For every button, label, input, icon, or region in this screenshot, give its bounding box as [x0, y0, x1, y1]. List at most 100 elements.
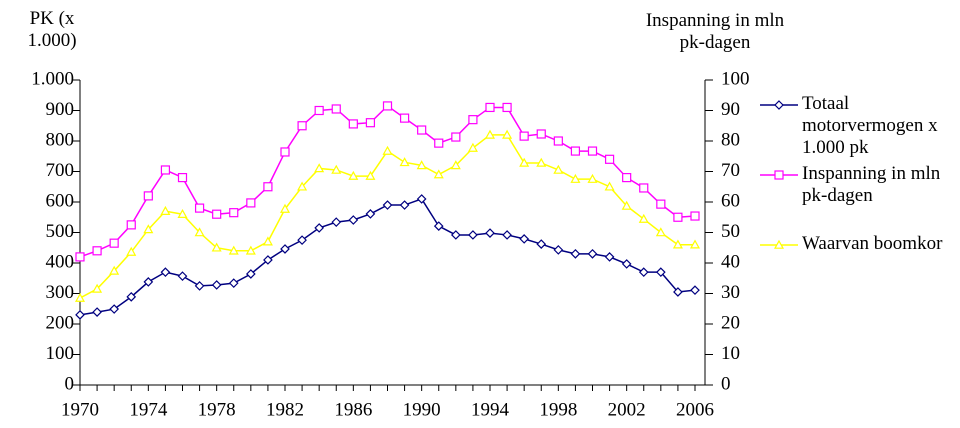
point [74, 292, 86, 302]
point [348, 119, 358, 129]
point [570, 249, 581, 259]
point [126, 220, 136, 230]
point [109, 304, 120, 314]
point [228, 245, 239, 255]
point [467, 142, 478, 152]
point [450, 160, 461, 170]
point [774, 100, 784, 110]
point [450, 230, 461, 240]
x-tick-label: 1986 [334, 399, 372, 420]
y-axis-title: PK (x 1.000) [27, 8, 77, 51]
point [365, 170, 376, 180]
y-tick-label: 600 [46, 190, 75, 211]
point [690, 211, 700, 221]
point [382, 145, 393, 155]
y-tick-label: 700 [46, 160, 75, 181]
point [416, 160, 427, 170]
y2-tick-label: 50 [721, 221, 740, 242]
y-tick-label: 1.000 [31, 68, 74, 89]
legend-label: Totaal motorvermogen x 1.000 pk [802, 93, 938, 158]
x-tick-label: 1994 [471, 399, 510, 420]
point [126, 292, 137, 302]
point [109, 265, 120, 275]
point [621, 259, 632, 269]
y-tick-label: 500 [46, 221, 75, 242]
point [773, 239, 785, 249]
point [211, 280, 222, 290]
point [434, 138, 444, 148]
point [655, 227, 666, 237]
point [468, 230, 478, 240]
point [382, 101, 393, 111]
point [519, 157, 530, 167]
point [433, 169, 444, 179]
y-tick-label: 900 [46, 99, 75, 120]
y2-axis-title: Inspanning in mln pk-dagen [645, 10, 785, 53]
point [92, 246, 102, 256]
point [297, 181, 308, 191]
x-tick-label: 2002 [608, 399, 646, 420]
point [297, 235, 307, 245]
point [553, 245, 564, 255]
point [587, 173, 598, 183]
y-tick-label: 0 [65, 373, 75, 394]
point [553, 136, 563, 146]
point [485, 102, 495, 113]
point [331, 104, 341, 114]
series-line [79, 104, 696, 258]
x-tick-label: 1998 [539, 399, 577, 420]
point [502, 102, 512, 113]
point [229, 208, 239, 218]
point [280, 147, 290, 157]
legend-label: Inspanning in mln pk-dagen [802, 163, 941, 206]
point [211, 242, 222, 252]
y-tick-label: 100 [46, 343, 75, 364]
point [262, 236, 273, 246]
y2-tick-label: 0 [721, 373, 731, 394]
point [263, 182, 273, 192]
point [263, 255, 273, 265]
point [774, 170, 784, 180]
point [75, 252, 85, 262]
y2-tick-label: 90 [721, 99, 740, 120]
point [604, 252, 615, 262]
point [656, 199, 666, 209]
point [297, 121, 307, 131]
point [638, 267, 649, 277]
y2-tick-label: 20 [721, 312, 740, 333]
point [365, 209, 376, 219]
y2-tick-label: 10 [721, 343, 740, 364]
y-tick-label: 200 [46, 312, 75, 333]
point [331, 217, 342, 227]
point [331, 164, 342, 174]
point [365, 118, 376, 128]
point [143, 191, 153, 201]
point [246, 198, 256, 208]
point [416, 194, 427, 204]
point [314, 223, 325, 233]
point [502, 129, 513, 139]
point [348, 170, 359, 180]
y2-tick-label: 60 [721, 190, 740, 211]
x-tick-label: 1990 [403, 399, 441, 420]
point [382, 200, 393, 210]
point [485, 228, 495, 238]
point [348, 215, 359, 225]
point [570, 173, 581, 183]
point [689, 239, 701, 249]
x-tick-label: 1970 [61, 399, 99, 420]
y-tick-label: 300 [46, 282, 75, 303]
point [75, 310, 85, 320]
point [536, 239, 547, 249]
point [109, 238, 119, 248]
point [194, 203, 205, 213]
point [143, 277, 154, 287]
point [417, 125, 427, 135]
point [92, 283, 103, 293]
point [160, 205, 171, 215]
point [433, 221, 444, 231]
point [399, 157, 410, 167]
legend-label: Waarvan boomkor [802, 233, 943, 254]
point [245, 269, 256, 279]
